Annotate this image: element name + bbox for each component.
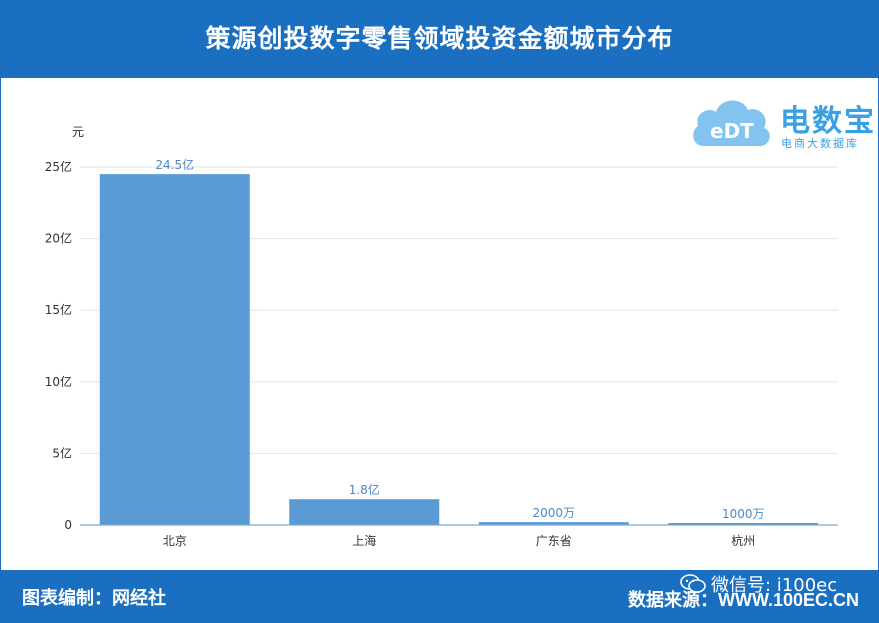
y-tick-label: 25亿 [45,159,72,174]
y-tick-label: 10亿 [45,374,72,389]
data-label: 1000万 [722,507,765,521]
x-tick-label: 杭州 [731,533,755,548]
chart-title: 策源创投数字零售领域投资金额城市分布 [0,0,879,78]
x-tick-label: 广东省 [536,534,572,548]
wechat-id: 微信号: i100ec [711,575,838,596]
footer-source-url: WWW.100EC.CN [717,590,859,610]
bar [478,522,629,525]
bar [289,499,440,525]
wechat-watermark: 微信号: i100ec [680,571,837,597]
y-tick-label: 20亿 [45,231,72,246]
y-tick-label: 5亿 [52,445,72,460]
footer-source-label: 数据来源： [627,590,718,611]
data-label: 1.8亿 [349,482,380,497]
data-label: 2000万 [532,506,575,520]
data-label: 24.5亿 [155,157,194,172]
cloud-logo-icon: eDT [693,100,770,146]
y-unit-label: 元 [72,125,84,139]
footer-bar: 图表编制：网经社 数据来源：WWW.100EC.CN [0,570,879,623]
bar [668,523,819,525]
footer-credit: 图表编制：网经社 [22,588,166,609]
bar [99,174,250,525]
wechat-icon [680,574,706,593]
x-tick-label: 北京 [163,534,187,548]
logo-mark-text: eDT [710,119,754,143]
logo-subtitle: 电商大数据库 [781,137,859,150]
y-tick-label: 0 [64,518,72,532]
footer-source: 数据来源：WWW.100EC.CN [628,586,859,612]
logo-name: 电数宝 [780,104,876,139]
y-tick-label: 15亿 [45,302,72,317]
x-tick-label: 上海 [352,533,376,548]
